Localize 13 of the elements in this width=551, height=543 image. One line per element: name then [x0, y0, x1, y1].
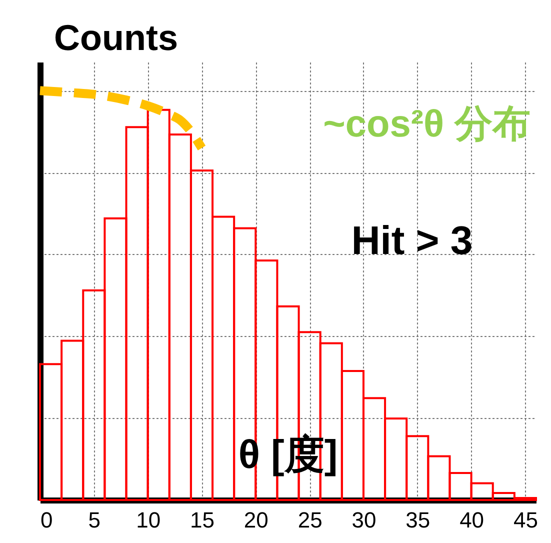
x-tick-label: 10	[136, 508, 161, 532]
x-tick-label: 15	[190, 508, 214, 532]
x-tick-label: 45	[513, 508, 538, 532]
x-tick-label: 40	[460, 508, 484, 532]
annotation: Hit > 3	[351, 219, 473, 264]
annotation: ~cos²θ 分布	[323, 103, 531, 146]
x-tick-label: 20	[244, 508, 268, 532]
x-tick-label: 30	[352, 508, 376, 532]
x-tick-label: 35	[406, 508, 430, 532]
x-tick-label: 5	[88, 508, 101, 532]
y-axis-title: Counts	[54, 17, 178, 58]
x-tick-label: 25	[298, 508, 322, 532]
x-tick-label: 0	[40, 508, 53, 532]
